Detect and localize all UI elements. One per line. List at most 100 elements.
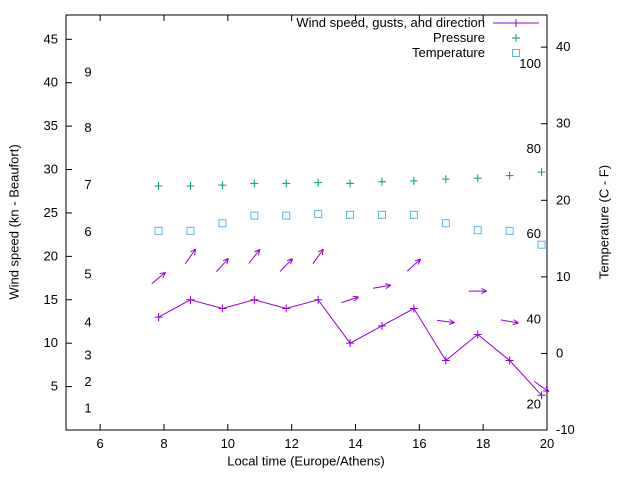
legend-label-temperature: Temperature (412, 45, 485, 60)
left-tick-label: 5 (51, 379, 58, 394)
plus-marker (282, 179, 291, 188)
wind-direction-arrow (341, 295, 359, 304)
legend-item-wind: Wind speed, gusts, and direction (296, 15, 541, 30)
plot-border (65, 14, 548, 431)
left-tick-label: 25 (44, 205, 58, 220)
fahrenheit-scale-label: 20 (527, 397, 541, 412)
plus-marker (218, 304, 227, 313)
wind-direction-arrow (279, 258, 293, 272)
wind-direction-arrow (312, 248, 324, 264)
right-tick-label: 20 (556, 192, 570, 207)
beaufort-scale-label: 1 (84, 400, 91, 415)
x-tick-label: 10 (221, 436, 235, 451)
wind-direction-arrow (373, 283, 392, 290)
fahrenheit-scale-label: 80 (527, 141, 541, 156)
plus-marker (250, 179, 259, 188)
wind-direction-arrow (216, 257, 229, 273)
plus-marker (473, 174, 482, 183)
square-marker (282, 211, 291, 220)
wind-direction-arrow (406, 258, 422, 272)
legend-marker-wind (491, 15, 541, 30)
x-tick-label: 6 (97, 436, 104, 451)
square-marker (314, 210, 323, 219)
legend-marker-temperature (491, 45, 541, 60)
square-marker (346, 210, 355, 219)
plus-marker (154, 182, 163, 191)
plus-marker (537, 391, 546, 400)
plus-marker (346, 179, 355, 188)
wind-direction-arrow (533, 380, 550, 393)
plus-marker (473, 330, 482, 339)
legend-label-wind: Wind speed, gusts, and direction (296, 15, 485, 30)
series-temperature (154, 210, 546, 249)
left-tick-label: 15 (44, 292, 58, 307)
right-tick-label: 0 (556, 345, 563, 360)
beaufort-scale-label: 9 (84, 64, 91, 79)
left-tick-label: 20 (44, 248, 58, 263)
plus-marker (409, 176, 418, 185)
plus-marker (346, 339, 355, 348)
right-tick-label: 40 (556, 39, 570, 54)
fahrenheit-scale-label: 40 (527, 312, 541, 327)
left-tick-label: 35 (44, 118, 58, 133)
square-marker (473, 226, 482, 235)
x-tick-label: 8 (160, 436, 167, 451)
left-tick-label: 45 (44, 31, 58, 46)
x-tick-label: 18 (476, 436, 490, 451)
beaufort-scale-label: 7 (84, 177, 91, 192)
square-marker (250, 211, 259, 220)
plus-marker (409, 304, 418, 313)
left-tick-label: 10 (44, 335, 58, 350)
plus-marker (314, 178, 323, 187)
x-tick-label: 16 (412, 436, 426, 451)
plus-marker (512, 34, 520, 42)
beaufort-scale-label: 2 (84, 374, 91, 389)
beaufort-scale-label: 3 (84, 347, 91, 362)
wind-direction-arrow (248, 248, 261, 264)
square-marker (505, 226, 514, 235)
x-tick-label: 14 (348, 436, 362, 451)
beaufort-scale-label: 4 (84, 314, 91, 329)
right-tick-label: 30 (556, 116, 570, 131)
beaufort-scale-label: 5 (84, 267, 91, 282)
right-tick-label: -10 (556, 422, 575, 437)
right-tick-label: 10 (556, 269, 570, 284)
wind-line (158, 299, 542, 396)
beaufort-scale-label: 8 (84, 120, 91, 135)
legend-item-temperature: Temperature (296, 45, 541, 60)
fahrenheit-scale-label: 60 (527, 226, 541, 241)
plus-marker (282, 304, 291, 313)
series-wind (151, 248, 550, 400)
square-marker (441, 219, 450, 228)
chart-root: 6 8 10 12 14 16 18 2051015202530354045-10010203… (44, 14, 575, 451)
wind-direction-arrow (468, 288, 487, 295)
square-marker (537, 240, 546, 249)
plus-marker (250, 295, 259, 304)
legend-marker-pressure (491, 30, 541, 45)
plus-marker (218, 181, 227, 190)
square-marker (218, 219, 227, 228)
wind-direction-arrow (436, 319, 455, 325)
x-tick-label: 12 (284, 436, 298, 451)
legend-label-pressure: Pressure (432, 30, 485, 45)
legend-marker-wind-svg (493, 19, 539, 27)
plus-marker (186, 182, 195, 191)
right-axis-title: Temperature (C - F) (596, 164, 612, 280)
wind-direction-arrow (151, 271, 166, 285)
plus-marker (377, 177, 386, 186)
square-marker (377, 210, 386, 219)
square-marker (409, 210, 418, 219)
wind-direction-arrow (184, 248, 197, 264)
plus-marker (441, 175, 450, 184)
wind-direction-arrow (500, 319, 519, 326)
beaufort-scale-label: 6 (84, 224, 91, 239)
left-tick-label: 40 (44, 75, 58, 90)
left-axis-title: Wind speed (kn - Beaufort) (6, 144, 22, 300)
plus-marker (505, 171, 514, 180)
plus-marker (505, 356, 514, 365)
x-tick-label: 20 (540, 436, 554, 451)
legend-marker-pressure-svg (512, 34, 520, 42)
plus-marker (537, 168, 546, 177)
